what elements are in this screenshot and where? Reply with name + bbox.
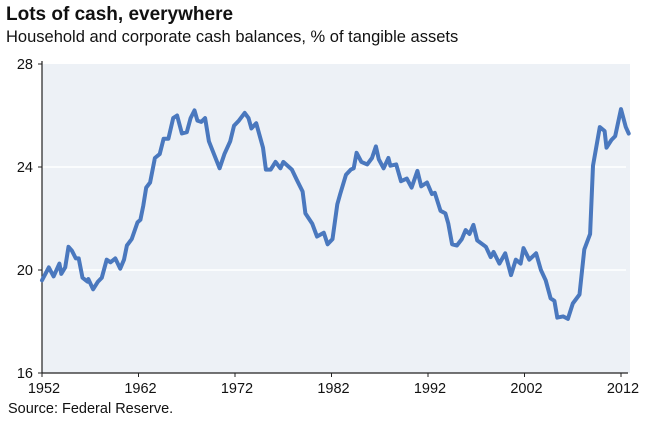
x-tick-label: 1972 <box>221 381 253 397</box>
y-tick-label: 24 <box>17 160 33 176</box>
chart-title: Lots of cash, everywhere <box>6 4 234 25</box>
y-tick-label: 20 <box>17 263 33 279</box>
x-tick-label: 2012 <box>607 381 639 397</box>
x-tick-label: 1982 <box>317 381 349 397</box>
x-tick-label: 1992 <box>414 381 446 397</box>
chart-subtitle: Household and corporate cash balances, %… <box>6 28 459 46</box>
y-tick-label: 28 <box>17 57 33 73</box>
series-line-cash-balances <box>40 107 631 321</box>
chart-source: Source: Federal Reserve. <box>8 401 174 417</box>
x-tick-label: 1952 <box>28 381 60 397</box>
x-tick-label: 2002 <box>510 381 542 397</box>
y-tick-label: 16 <box>17 366 33 382</box>
x-tick-label: 1962 <box>124 381 156 397</box>
